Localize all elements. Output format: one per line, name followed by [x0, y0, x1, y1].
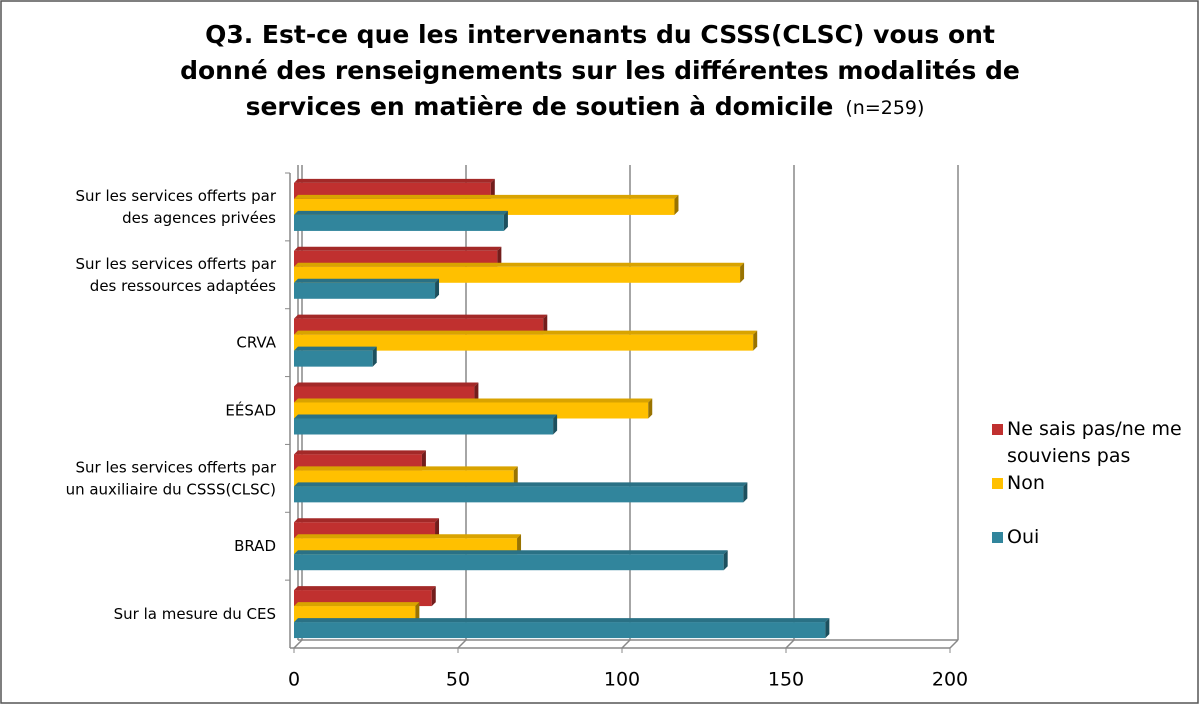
bar-side: [553, 414, 558, 435]
legend-item: Ne sais pas/ne me souviens pas: [992, 416, 1192, 470]
chart-title: services en matière de soutien à domicil…: [246, 92, 925, 121]
bar-top: [294, 414, 558, 419]
y-tick-label: Sur les services offerts par des agences …: [75, 186, 276, 226]
bar-top: [294, 210, 508, 215]
bar-top: [294, 194, 679, 199]
y-label-line: des ressources adaptées: [90, 276, 276, 294]
bar: [294, 418, 554, 435]
bar-side: [431, 586, 436, 607]
bar-side: [435, 278, 440, 299]
bar-side: [825, 618, 830, 639]
bar-top: [294, 586, 436, 591]
bar-side: [474, 382, 479, 403]
y-label-line: Sur les services offerts par: [75, 458, 276, 476]
chart-subtitle: (n=259): [845, 97, 924, 119]
bar-top: [294, 346, 377, 351]
bar-side: [517, 534, 522, 555]
floor-line: [457, 639, 467, 649]
bar-top: [294, 314, 548, 319]
x-tick-label: 150: [768, 669, 804, 691]
y-label-line: Sur la mesure du CES: [114, 605, 276, 623]
bar-side: [743, 482, 748, 503]
title-line: services en matière de soutien à domicil…: [246, 92, 834, 121]
bar-side: [543, 314, 548, 335]
bar: [294, 622, 826, 639]
bar-top: [294, 246, 502, 251]
bar-top: [294, 382, 479, 387]
y-label-line: CRVA: [236, 333, 276, 351]
bar-side: [513, 466, 518, 487]
y-label-line: Sur les services offerts par: [75, 254, 276, 272]
bar-top: [294, 518, 440, 523]
bar-top: [294, 330, 758, 335]
x-tick-label: 50: [446, 669, 470, 691]
y-label-line: Sur les services offerts par: [75, 186, 276, 204]
bar-side: [648, 398, 653, 419]
floor-line: [949, 639, 959, 649]
bar-top: [294, 450, 426, 455]
chart-title: donné des renseignements sur les différe…: [180, 56, 1020, 85]
bar-top: [294, 618, 830, 623]
bar: [294, 486, 744, 503]
bar-side: [415, 602, 420, 623]
bar-side: [674, 194, 679, 215]
bar-top: [294, 178, 495, 183]
y-label-line: un auxiliaire du CSSS(CLSC): [66, 480, 276, 498]
bar-side: [723, 550, 728, 571]
bar-side: [421, 450, 426, 471]
title-line: donné des renseignements sur les différe…: [180, 56, 1020, 85]
legend-label: Ne sais pas/ne me souviens pas: [1007, 418, 1182, 467]
legend-swatch: [992, 532, 1003, 543]
y-label-line: EÉSAD: [225, 400, 276, 419]
bar-top: [294, 466, 518, 471]
legend: Ne sais pas/ne me souviens pas Non Oui: [992, 416, 1192, 551]
y-label-line: des agences privées: [122, 208, 276, 226]
bar-side: [497, 246, 502, 267]
y-tick-label: BRAD: [234, 537, 276, 555]
legend-item: Non: [992, 470, 1192, 497]
bar-side: [490, 178, 495, 199]
legend-swatch: [992, 478, 1003, 489]
bar: [294, 334, 754, 351]
bar-side: [503, 210, 508, 231]
y-tick-label: Sur les services offerts par des ressourc…: [75, 254, 276, 294]
bar: [294, 350, 373, 367]
bar-side: [753, 330, 758, 351]
bar-top: [294, 550, 728, 555]
y-tick-label: Sur les services offerts par un auxiliair…: [66, 458, 277, 498]
x-tick-label: 100: [604, 669, 640, 691]
legend-label: Oui: [1007, 526, 1040, 548]
legend-item: Oui: [992, 524, 1192, 551]
bar-top: [294, 602, 420, 607]
bar-side: [740, 262, 745, 283]
bar: [294, 554, 724, 571]
bar-top: [294, 482, 748, 487]
title-line: Q3. Est-ce que les intervenants du CSSS(…: [205, 20, 995, 49]
chart-title: Q3. Est-ce que les intervenants du CSSS(…: [205, 20, 995, 49]
legend-swatch: [992, 424, 1003, 435]
y-tick-label: EÉSAD: [225, 400, 276, 419]
floor-line: [621, 639, 631, 649]
floor-line: [293, 639, 303, 649]
y-tick-label: CRVA: [236, 333, 276, 351]
bar-top: [294, 534, 522, 539]
floor-line: [785, 639, 795, 649]
bar-top: [294, 398, 653, 403]
y-label-line: BRAD: [234, 537, 276, 555]
bar-top: [294, 278, 440, 283]
bar: [294, 214, 504, 231]
legend-label: Non: [1007, 472, 1045, 494]
bar-side: [372, 346, 377, 367]
bar-side: [435, 518, 440, 539]
x-tick-label: 0: [288, 669, 300, 691]
x-tick-label: 200: [932, 669, 968, 691]
y-tick-label: Sur la mesure du CES: [114, 605, 276, 623]
bar-top: [294, 262, 745, 267]
bar: [294, 282, 436, 299]
